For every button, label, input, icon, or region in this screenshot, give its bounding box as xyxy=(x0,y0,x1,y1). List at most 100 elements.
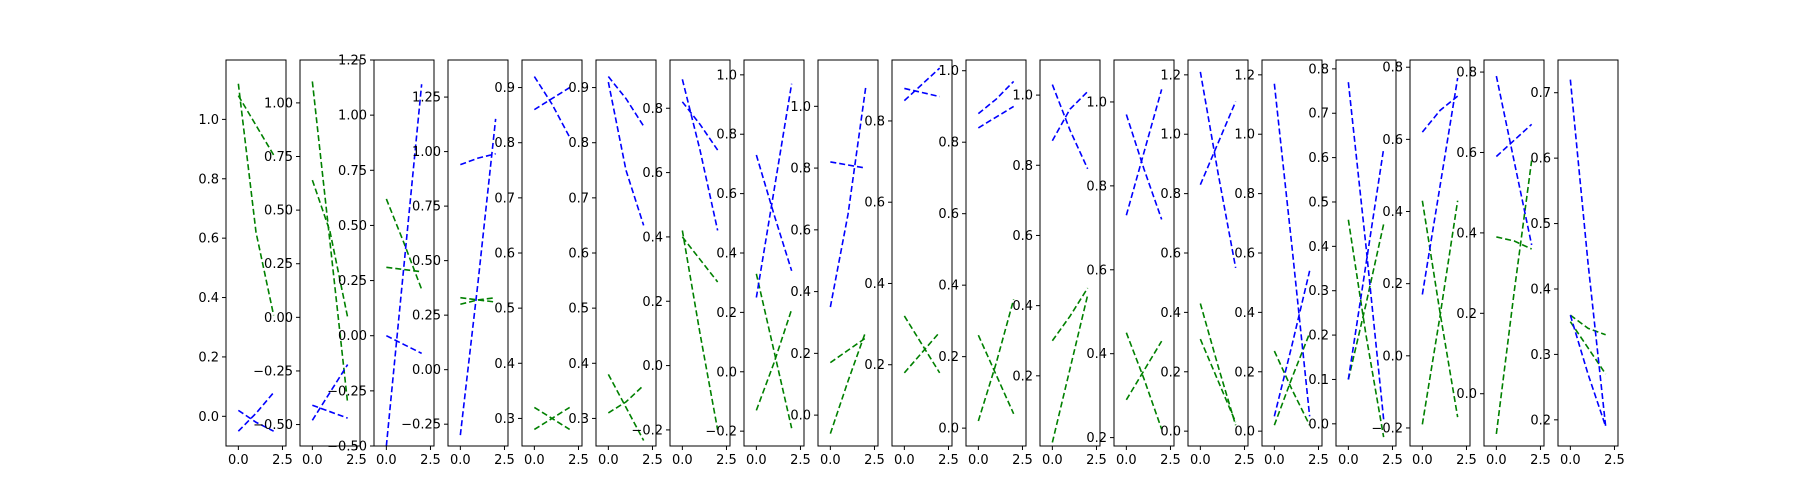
y-tick-label: 0.00 xyxy=(338,329,367,344)
y-tick-label: 0.6 xyxy=(790,223,811,238)
y-tick-label: 0.4 xyxy=(1456,226,1477,241)
y-tick-label: 0.7 xyxy=(1530,86,1551,101)
subplot-12: 0.2 0.4 0.6 0.8 1.0 0.0 2.5 xyxy=(1012,59,1107,468)
x-tick-label: 2.5 xyxy=(1530,453,1551,468)
y-tick-label: 0.4 xyxy=(1382,205,1403,220)
series-line-11-4 xyxy=(977,80,1015,115)
x-tick-label: 0.0 xyxy=(302,453,323,468)
x-tick-label: 2.5 xyxy=(1160,453,1181,468)
y-tick-label: 0.5 xyxy=(1530,217,1551,232)
subplot-13: 0.2 0.4 0.6 0.8 1.0 0.0 2.5 xyxy=(1086,59,1181,468)
series-line-12-4 xyxy=(1051,84,1089,170)
y-tick-label: 0.75 xyxy=(412,200,441,215)
y-tick-label: 0.00 xyxy=(412,363,441,378)
x-tick-label: 0.0 xyxy=(450,453,471,468)
x-tick-label: 0.0 xyxy=(1042,453,1063,468)
series-line-5-4 xyxy=(533,76,571,138)
series-line-3-2 xyxy=(386,266,422,273)
y-tick-label: 0.6 xyxy=(198,232,219,247)
series-line-7-2 xyxy=(681,230,719,431)
series-line-2-4 xyxy=(312,404,348,419)
y-tick-label: 0.0 xyxy=(1308,417,1329,432)
axes-frame xyxy=(891,59,953,447)
x-tick-label: 2.5 xyxy=(420,453,441,468)
y-tick-label: 0.6 xyxy=(1012,229,1033,244)
series-line-10-4 xyxy=(903,67,941,102)
y-tick-label: 0.2 xyxy=(1234,365,1255,380)
series-line-2-2 xyxy=(311,179,349,318)
x-tick-label: 2.5 xyxy=(864,453,885,468)
y-tick-label: 0.0 xyxy=(1456,387,1477,402)
subplot-2: −0.50 −0.25 0.00 0.25 0.50 0.75 1.00 0.0 2.5 xyxy=(253,59,367,468)
subplot-7: −0.2 0.0 0.2 0.4 0.6 0.8 0.0 2.5 xyxy=(631,59,737,468)
y-tick-label: 1.0 xyxy=(1160,128,1181,143)
x-tick-label: 0.0 xyxy=(894,453,915,468)
series-line-12-3 xyxy=(1051,91,1089,142)
series-line-15-1 xyxy=(1273,350,1311,426)
y-tick-label: 1.0 xyxy=(1086,95,1107,110)
y-tick-label: 0.0 xyxy=(938,422,959,437)
x-tick-label: 0.0 xyxy=(1116,453,1137,468)
series-line-13-4 xyxy=(1125,89,1163,216)
series-line-17-3 xyxy=(1421,77,1459,295)
series-line-9-3 xyxy=(829,87,867,308)
y-tick-label: 0.4 xyxy=(568,357,589,372)
y-tick-label: −0.25 xyxy=(327,384,367,399)
y-tick-label: 0.9 xyxy=(568,81,589,96)
y-tick-label: 0.8 xyxy=(1456,66,1477,81)
y-tick-label: 0.3 xyxy=(1308,284,1329,299)
subplot-8: −0.2 0.0 0.2 0.4 0.6 0.8 1.0 0.0 2.5 xyxy=(705,59,811,468)
y-tick-label: 0.5 xyxy=(1308,195,1329,210)
series-line-16-4 xyxy=(1347,148,1385,380)
x-tick-label: 0.0 xyxy=(1264,453,1285,468)
series-line-6-4 xyxy=(607,81,645,226)
series-line-6-3 xyxy=(607,76,645,127)
x-tick-label: 2.5 xyxy=(938,453,959,468)
y-tick-label: −0.50 xyxy=(253,418,293,433)
y-tick-label: 0.6 xyxy=(494,247,515,262)
series-line-15-2 xyxy=(1273,332,1311,426)
series-line-7-3 xyxy=(681,79,719,231)
y-tick-label: 0.6 xyxy=(1382,133,1403,148)
series-line-14-2 xyxy=(1199,338,1237,423)
series-line-11-1 xyxy=(977,334,1015,415)
y-tick-label: 0.8 xyxy=(1234,187,1255,202)
x-tick-label: 0.0 xyxy=(228,453,249,468)
y-tick-label: 0.4 xyxy=(864,277,885,292)
y-tick-label: 0.3 xyxy=(494,412,515,427)
y-tick-label: 0.5 xyxy=(568,302,589,317)
x-tick-label: 0.0 xyxy=(672,453,693,468)
series-line-15-4 xyxy=(1273,270,1311,417)
series-line-11-2 xyxy=(977,299,1015,422)
subplot-4: −0.25 0.00 0.25 0.50 0.75 1.00 1.25 0.0 2.5 xyxy=(401,59,515,468)
series-line-18-4 xyxy=(1495,75,1533,246)
y-tick-label: 0.0 xyxy=(1234,425,1255,440)
y-tick-label: 0.6 xyxy=(1160,247,1181,262)
y-tick-label: 0.2 xyxy=(1456,307,1477,322)
y-tick-label: 0.0 xyxy=(198,410,219,425)
series-line-4-1 xyxy=(460,296,496,303)
y-tick-label: 0.25 xyxy=(412,309,441,324)
axes-frame xyxy=(1557,59,1619,447)
series-line-2-1 xyxy=(311,81,349,404)
series-line-9-2 xyxy=(829,337,867,364)
y-tick-label: 0.4 xyxy=(198,291,219,306)
y-tick-label: 0.6 xyxy=(1086,263,1107,278)
y-tick-label: 0.2 xyxy=(198,350,219,365)
y-tick-label: 0.6 xyxy=(1456,146,1477,161)
x-tick-label: 0.0 xyxy=(968,453,989,468)
axes-frame xyxy=(817,59,879,447)
x-tick-label: 0.0 xyxy=(598,453,619,468)
y-tick-label: 0.0 xyxy=(1382,349,1403,364)
series-line-4-2 xyxy=(460,296,496,306)
y-tick-label: 0.6 xyxy=(1234,247,1255,262)
y-tick-label: 0.2 xyxy=(1530,413,1551,428)
y-tick-label: 0.50 xyxy=(412,254,441,269)
series-line-8-4 xyxy=(755,83,793,298)
series-line-4-4 xyxy=(460,152,496,166)
y-tick-label: 0.4 xyxy=(716,247,737,262)
y-tick-label: 1.25 xyxy=(338,54,367,69)
y-tick-label: −0.2 xyxy=(631,423,663,438)
y-tick-label: −0.50 xyxy=(327,440,367,455)
